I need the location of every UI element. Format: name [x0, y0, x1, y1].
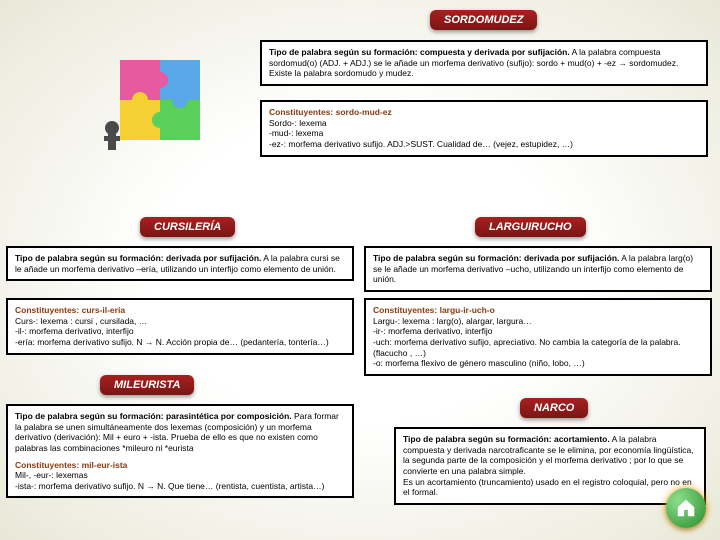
box-sordomudez-formacion: Tipo de palabra según su formación: comp…	[260, 40, 708, 86]
home-icon	[675, 497, 697, 519]
const-lead: Constituyentes: sordo-mud-ez	[269, 107, 699, 118]
lead: Tipo de palabra según su formación: comp…	[269, 47, 570, 57]
line: -uch: morfema derivativo sufijo, aprecia…	[373, 337, 703, 358]
box-cursileria-constituyentes: Constituyentes: curs-il-ería Curs-: lexe…	[6, 298, 354, 355]
home-button[interactable]	[666, 488, 706, 528]
const-lead: Constituyentes: largu-ir-uch-o	[373, 305, 703, 316]
lead: Tipo de palabra según su formación: para…	[15, 411, 292, 421]
box-mileurista: Tipo de palabra según su formación: para…	[6, 404, 354, 498]
lead: Tipo de palabra según su formación: deri…	[15, 253, 261, 263]
line: Largu-: lexema : larg(o), alargar, largu…	[373, 316, 703, 327]
lead: Tipo de palabra según su formación: deri…	[373, 253, 619, 263]
const-lead: Constituyentes: curs-il-ería	[15, 305, 345, 316]
line: -o: morfema flexivo de género masculino …	[373, 358, 703, 369]
line: Mil-, -eur-: lexemas	[15, 470, 345, 481]
box-larguirucho-constituyentes: Constituyentes: largu-ir-uch-o Largu-: l…	[364, 298, 712, 376]
title-cursileria: CURSILERÍA	[140, 217, 235, 237]
line: Es un acortamiento (truncamiento) usado …	[403, 477, 697, 498]
line: -ista-: morfema derivativo sufijo. N → N…	[15, 481, 345, 492]
lead: Tipo de palabra según su formación: acor…	[403, 434, 610, 444]
const-lead: Constituyentes: mil-eur-ista	[15, 460, 345, 471]
box-larguirucho-formacion: Tipo de palabra según su formación: deri…	[364, 246, 712, 292]
line: Curs-: lexema : cursi , cursilada, …	[15, 316, 345, 327]
box-sordomudez-constituyentes: Constituyentes: sordo-mud-ez Sordo-: lex…	[260, 100, 708, 157]
line: -il-: morfema derivativo, interfijo	[15, 326, 345, 337]
title-larguirucho: LARGUIRUCHO	[475, 217, 586, 237]
box-cursileria-formacion: Tipo de palabra según su formación: deri…	[6, 246, 354, 281]
line: -ería: morfema derivativo sufijo. N → N.…	[15, 337, 345, 348]
puzzle-illustration	[100, 40, 240, 160]
line: -ez-: morfema derivativo sufijo. ADJ.>SU…	[269, 139, 699, 150]
title-narco: NARCO	[520, 398, 588, 418]
title-sordomudez: SORDOMUDEZ	[430, 10, 537, 30]
line: -mud-: lexema	[269, 128, 699, 139]
line: Sordo-: lexema	[269, 118, 699, 129]
box-narco: Tipo de palabra según su formación: acor…	[394, 427, 706, 505]
line: -ir-: morfema derivativo, interfijo	[373, 326, 703, 337]
title-mileurista: MILEURISTA	[100, 375, 194, 395]
